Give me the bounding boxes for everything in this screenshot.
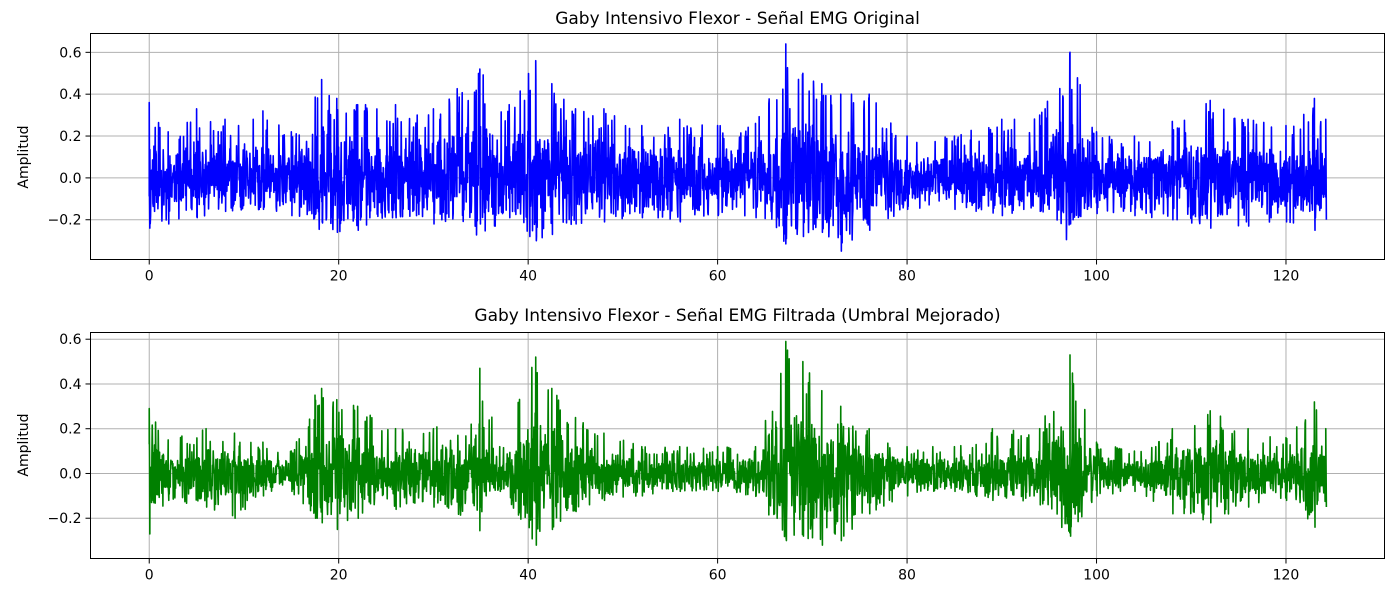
ticks-original: 0 20 40 60 80 100 120 −0.2 0.0 0.2 0.4 0.6	[48, 45, 1300, 284]
y-tick-label: −0.2	[48, 213, 82, 229]
grid-filtered	[90, 332, 1385, 559]
y-tick-label: 0.2	[59, 422, 81, 438]
y-tick-label: 0.4	[59, 377, 81, 393]
chart-title-original: Gaby Intensivo Flexor - Señal EMG Origin…	[555, 9, 920, 29]
chart-panel-original: Gaby Intensivo Flexor - Señal EMG Origin…	[16, 9, 1385, 285]
chart-panel-filtered: Gaby Intensivo Flexor - Señal EMG Filtra…	[16, 306, 1385, 584]
y-tick-label: 0.2	[59, 129, 81, 145]
x-tick-label: 100	[1083, 568, 1110, 584]
x-tick-label: 80	[898, 269, 916, 285]
x-tick-label: 120	[1273, 568, 1300, 584]
y-axis-label-filtered: Amplitud	[16, 413, 32, 476]
x-tick-label: 60	[709, 269, 727, 285]
x-tick-label: 60	[709, 568, 727, 584]
chart-title-filtered: Gaby Intensivo Flexor - Señal EMG Filtra…	[474, 306, 1000, 326]
x-tick-label: 0	[145, 568, 154, 584]
x-tick-label: 40	[519, 269, 537, 285]
x-tick-label: 0	[145, 269, 154, 285]
x-tick-label: 100	[1083, 269, 1110, 285]
y-tick-label: 0.0	[59, 466, 81, 482]
y-axis-label-original: Amplitud	[16, 125, 32, 188]
x-tick-label: 80	[898, 568, 916, 584]
axes-frame-original	[90, 33, 1385, 260]
signal-original	[148, 43, 1328, 252]
x-tick-label: 120	[1273, 269, 1300, 285]
emg-signal-line-original	[148, 43, 1328, 252]
x-tick-label: 40	[519, 568, 537, 584]
y-tick-label: 0.0	[59, 171, 81, 187]
y-tick-label: 0.4	[59, 87, 81, 103]
x-tick-label: 20	[330, 568, 348, 584]
emg-signal-line-filtered	[148, 340, 1328, 546]
axes-frame-filtered	[90, 332, 1385, 559]
y-tick-label: −0.2	[48, 511, 82, 527]
x-tick-label: 20	[330, 269, 348, 285]
y-tick-label: 0.6	[59, 332, 81, 348]
ticks-filtered: 0 20 40 60 80 100 120 −0.2 0.0 0.2 0.4 0.6	[48, 332, 1300, 583]
y-tick-label: 0.6	[59, 45, 81, 61]
signal-filtered	[148, 340, 1328, 546]
